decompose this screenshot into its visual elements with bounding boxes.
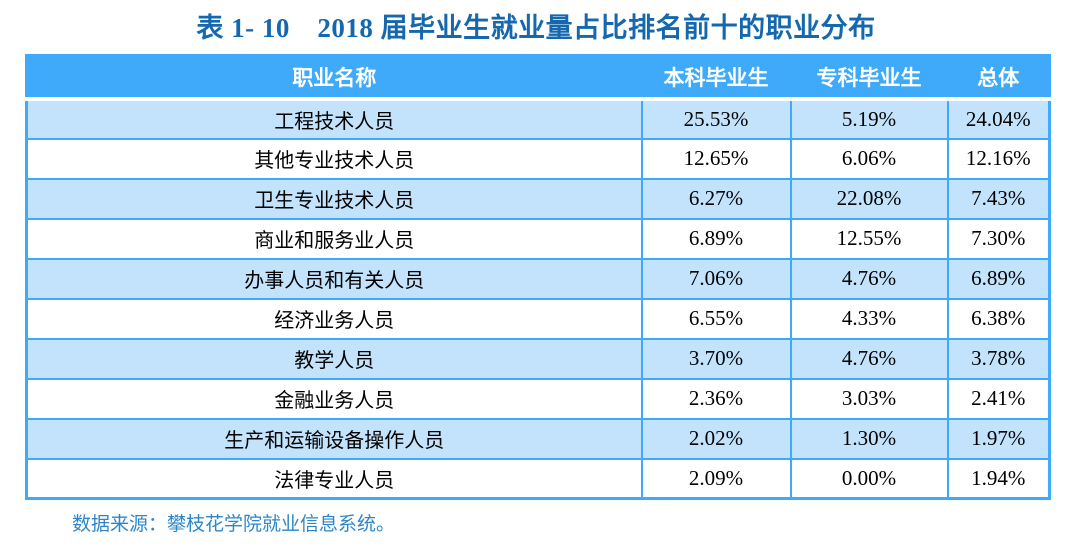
cell-occupation-name: 其他专业技术人员 bbox=[25, 137, 643, 180]
cell-undergraduate-pct: 2.09% bbox=[640, 457, 792, 500]
table-row: 办事人员和有关人员 7.06% 4.76% 6.89% bbox=[25, 257, 1051, 300]
cell-junior-college-pct: 22.08% bbox=[789, 177, 949, 220]
cell-overall-pct: 7.43% bbox=[946, 177, 1051, 220]
cell-occupation-name: 商业和服务业人员 bbox=[25, 217, 643, 260]
cell-overall-pct: 1.97% bbox=[946, 417, 1051, 460]
cell-undergraduate-pct: 25.53% bbox=[640, 97, 792, 140]
column-header-undergraduate: 本科毕业生 bbox=[640, 54, 792, 101]
table-row: 法律专业人员 2.09% 0.00% 1.94% bbox=[25, 457, 1051, 500]
column-header-junior-college: 专科毕业生 bbox=[789, 54, 949, 101]
table-row: 卫生专业技术人员 6.27% 22.08% 7.43% bbox=[25, 177, 1051, 220]
cell-junior-college-pct: 5.19% bbox=[789, 97, 949, 140]
occupation-distribution-table: 职业名称 本科毕业生 专科毕业生 总体 工程技术人员 25.53% 5.19% … bbox=[25, 54, 1051, 500]
cell-overall-pct: 7.30% bbox=[946, 217, 1051, 260]
cell-overall-pct: 1.94% bbox=[946, 457, 1051, 500]
cell-overall-pct: 2.41% bbox=[946, 377, 1051, 420]
cell-overall-pct: 3.78% bbox=[946, 337, 1051, 380]
cell-overall-pct: 12.16% bbox=[946, 137, 1051, 180]
table-header-row: 职业名称 本科毕业生 专科毕业生 总体 bbox=[25, 54, 1051, 101]
cell-occupation-name: 教学人员 bbox=[25, 337, 643, 380]
cell-junior-college-pct: 4.33% bbox=[789, 297, 949, 340]
cell-junior-college-pct: 12.55% bbox=[789, 217, 949, 260]
cell-undergraduate-pct: 3.70% bbox=[640, 337, 792, 380]
cell-undergraduate-pct: 2.36% bbox=[640, 377, 792, 420]
table-row: 金融业务人员 2.36% 3.03% 2.41% bbox=[25, 377, 1051, 420]
table-row: 经济业务人员 6.55% 4.33% 6.38% bbox=[25, 297, 1051, 340]
cell-undergraduate-pct: 6.27% bbox=[640, 177, 792, 220]
cell-occupation-name: 卫生专业技术人员 bbox=[25, 177, 643, 220]
cell-undergraduate-pct: 2.02% bbox=[640, 417, 792, 460]
table-caption: 表 1- 10 2018 届毕业生就业量占比排名前十的职业分布 bbox=[196, 13, 876, 43]
table-row: 其他专业技术人员 12.65% 6.06% 12.16% bbox=[25, 137, 1051, 180]
cell-occupation-name: 生产和运输设备操作人员 bbox=[25, 417, 643, 460]
report-page: 表 1- 10 2018 届毕业生就业量占比排名前十的职业分布 职业名称 本科毕… bbox=[0, 10, 1072, 548]
data-source-note: 数据来源：攀枝花学院就业信息系统。 bbox=[72, 514, 396, 535]
table-body: 工程技术人员 25.53% 5.19% 24.04% 其他专业技术人员 12.6… bbox=[25, 97, 1051, 500]
cell-junior-college-pct: 1.30% bbox=[789, 417, 949, 460]
cell-occupation-name: 法律专业人员 bbox=[25, 457, 643, 500]
cell-junior-college-pct: 4.76% bbox=[789, 337, 949, 380]
cell-undergraduate-pct: 12.65% bbox=[640, 137, 792, 180]
cell-overall-pct: 6.89% bbox=[946, 257, 1051, 300]
cell-undergraduate-pct: 6.89% bbox=[640, 217, 792, 260]
column-header-overall: 总体 bbox=[946, 54, 1051, 101]
cell-undergraduate-pct: 6.55% bbox=[640, 297, 792, 340]
cell-occupation-name: 金融业务人员 bbox=[25, 377, 643, 420]
table-row: 生产和运输设备操作人员 2.02% 1.30% 1.97% bbox=[25, 417, 1051, 460]
cell-junior-college-pct: 0.00% bbox=[789, 457, 949, 500]
table-row: 教学人员 3.70% 4.76% 3.78% bbox=[25, 337, 1051, 380]
cell-junior-college-pct: 6.06% bbox=[789, 137, 949, 180]
cell-occupation-name: 工程技术人员 bbox=[25, 97, 643, 140]
cell-junior-college-pct: 3.03% bbox=[789, 377, 949, 420]
cell-junior-college-pct: 4.76% bbox=[789, 257, 949, 300]
cell-overall-pct: 24.04% bbox=[946, 97, 1051, 140]
table-row: 工程技术人员 25.53% 5.19% 24.04% bbox=[25, 97, 1051, 140]
cell-undergraduate-pct: 7.06% bbox=[640, 257, 792, 300]
table-row: 商业和服务业人员 6.89% 12.55% 7.30% bbox=[25, 217, 1051, 260]
column-header-occupation: 职业名称 bbox=[25, 54, 643, 101]
cell-occupation-name: 办事人员和有关人员 bbox=[25, 257, 643, 300]
cell-overall-pct: 6.38% bbox=[946, 297, 1051, 340]
cell-occupation-name: 经济业务人员 bbox=[25, 297, 643, 340]
